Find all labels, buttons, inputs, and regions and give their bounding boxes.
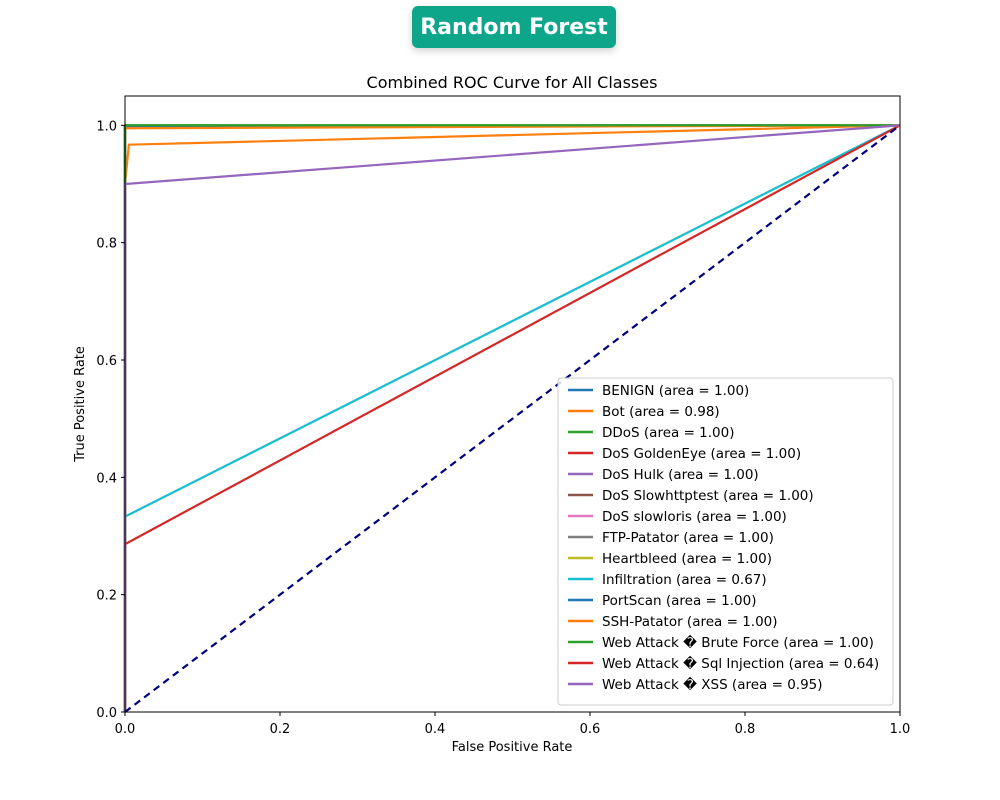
legend-label: Web Attack � Brute Force (area = 1.00)	[602, 634, 874, 651]
legend-label: DDoS (area = 1.00)	[602, 425, 735, 441]
y-tick-label: 0.0	[96, 706, 117, 721]
x-tick-label: 0.6	[580, 722, 601, 737]
legend-label: DoS Slowhttptest (area = 1.00)	[602, 488, 814, 504]
y-axis-ticks: 0.0 0.2 0.4 0.6 0.8 1.0	[96, 119, 125, 721]
y-tick-label: 1.0	[96, 119, 117, 134]
legend-label: Infiltration (area = 0.67)	[602, 572, 767, 588]
legend-label: Web Attack � Sql Injection (area = 0.64)	[602, 655, 879, 672]
legend: BENIGN (area = 1.00) Bot (area = 0.98) DDo…	[557, 377, 894, 706]
x-axis-ticks: 0.0 0.2 0.4 0.6 0.8 1.0	[115, 712, 911, 737]
plot-frame	[124, 95, 901, 713]
x-tick-label: 0.2	[270, 722, 291, 737]
legend-label: SSH-Patator (area = 1.00)	[602, 614, 778, 630]
legend-label: Web Attack � XSS (area = 0.95)	[602, 676, 823, 693]
legend-label: BENIGN (area = 1.00)	[602, 383, 749, 399]
x-tick-label: 1.0	[890, 722, 911, 737]
chart-title: Combined ROC Curve for All Classes	[367, 73, 658, 92]
x-tick-label: 0.0	[115, 722, 136, 737]
y-tick-label: 0.8	[96, 237, 117, 252]
legend-label: DoS Hulk (area = 1.00)	[602, 467, 759, 483]
legend-label: FTP-Patator (area = 1.00)	[602, 530, 774, 546]
chance-diagonal	[124, 124, 901, 713]
model-name-badge: Random Forest	[412, 6, 616, 48]
legend-label: DoS GoldenEye (area = 1.00)	[602, 446, 801, 462]
legend-box	[557, 377, 894, 706]
y-axis-label: True Positive Rate	[73, 346, 88, 463]
legend-label: Bot (area = 0.98)	[602, 404, 720, 420]
x-tick-label: 0.4	[425, 722, 446, 737]
y-tick-label: 0.6	[96, 354, 117, 369]
x-axis-label: False Positive Rate	[452, 740, 573, 755]
legend-label: Heartbleed (area = 1.00)	[602, 551, 772, 567]
y-tick-label: 0.4	[96, 471, 117, 486]
legend-label: PortScan (area = 1.00)	[602, 593, 756, 609]
x-tick-label: 0.8	[735, 722, 756, 737]
y-tick-label: 0.2	[96, 589, 117, 604]
legend-label: DoS slowloris (area = 1.00)	[602, 509, 787, 525]
